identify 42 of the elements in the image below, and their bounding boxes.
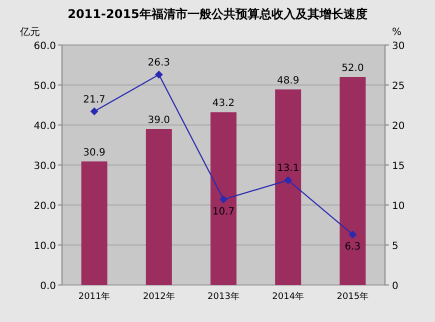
y2-tick-label: 0 <box>392 281 398 292</box>
bar <box>275 89 302 285</box>
bar <box>146 129 172 285</box>
data-label: 39.0 <box>148 115 170 126</box>
y2-tick-label: 30 <box>392 41 405 52</box>
point <box>284 176 292 184</box>
data-label: 10.7 <box>212 206 235 218</box>
bar <box>210 112 236 285</box>
chart-title: 2011-2015年福清市一般公共预算总收入及其增长速度 <box>68 7 368 21</box>
y2-tick-label: 10 <box>392 201 405 212</box>
y-tick-label: 40.0 <box>34 121 56 132</box>
data-label: 6.3 <box>344 242 361 253</box>
x-tick-label: 2011年 <box>78 291 110 302</box>
data-label: 13.1 <box>276 163 300 174</box>
y-tick-label: 0.0 <box>40 281 56 292</box>
point <box>90 107 98 116</box>
x-tick-label: 2014年 <box>272 291 304 302</box>
y-tick-label: 10.0 <box>34 241 56 252</box>
y-tick-label: 50.0 <box>34 81 56 92</box>
x-tick-label: 2013年 <box>208 291 240 302</box>
data-label: 21.7 <box>83 94 106 106</box>
point <box>154 70 163 79</box>
data-label: 30.9 <box>83 147 106 158</box>
y2-tick-label: 5 <box>392 241 398 252</box>
x-tick-label: 2015年 <box>336 291 369 302</box>
y2-tick-label: 15 <box>392 161 405 172</box>
bar <box>81 161 108 285</box>
data-label: 26.3 <box>148 58 170 69</box>
y-tick-label: 20.0 <box>34 201 56 212</box>
bar <box>340 77 366 285</box>
data-label: 52.0 <box>342 63 364 74</box>
data-label: 48.9 <box>276 75 300 86</box>
point <box>348 230 357 239</box>
y-axis-title: 亿元 <box>19 27 40 38</box>
data-label: 43.2 <box>212 98 235 110</box>
point <box>220 195 228 204</box>
y-tick-label: 30.0 <box>34 161 56 172</box>
y2-axis-title: % <box>392 27 402 38</box>
y2-tick-label: 20 <box>392 121 405 132</box>
y-tick-label: 60.0 <box>34 41 56 52</box>
x-tick-label: 2012年 <box>142 291 175 302</box>
y2-tick-label: 25 <box>392 81 405 92</box>
